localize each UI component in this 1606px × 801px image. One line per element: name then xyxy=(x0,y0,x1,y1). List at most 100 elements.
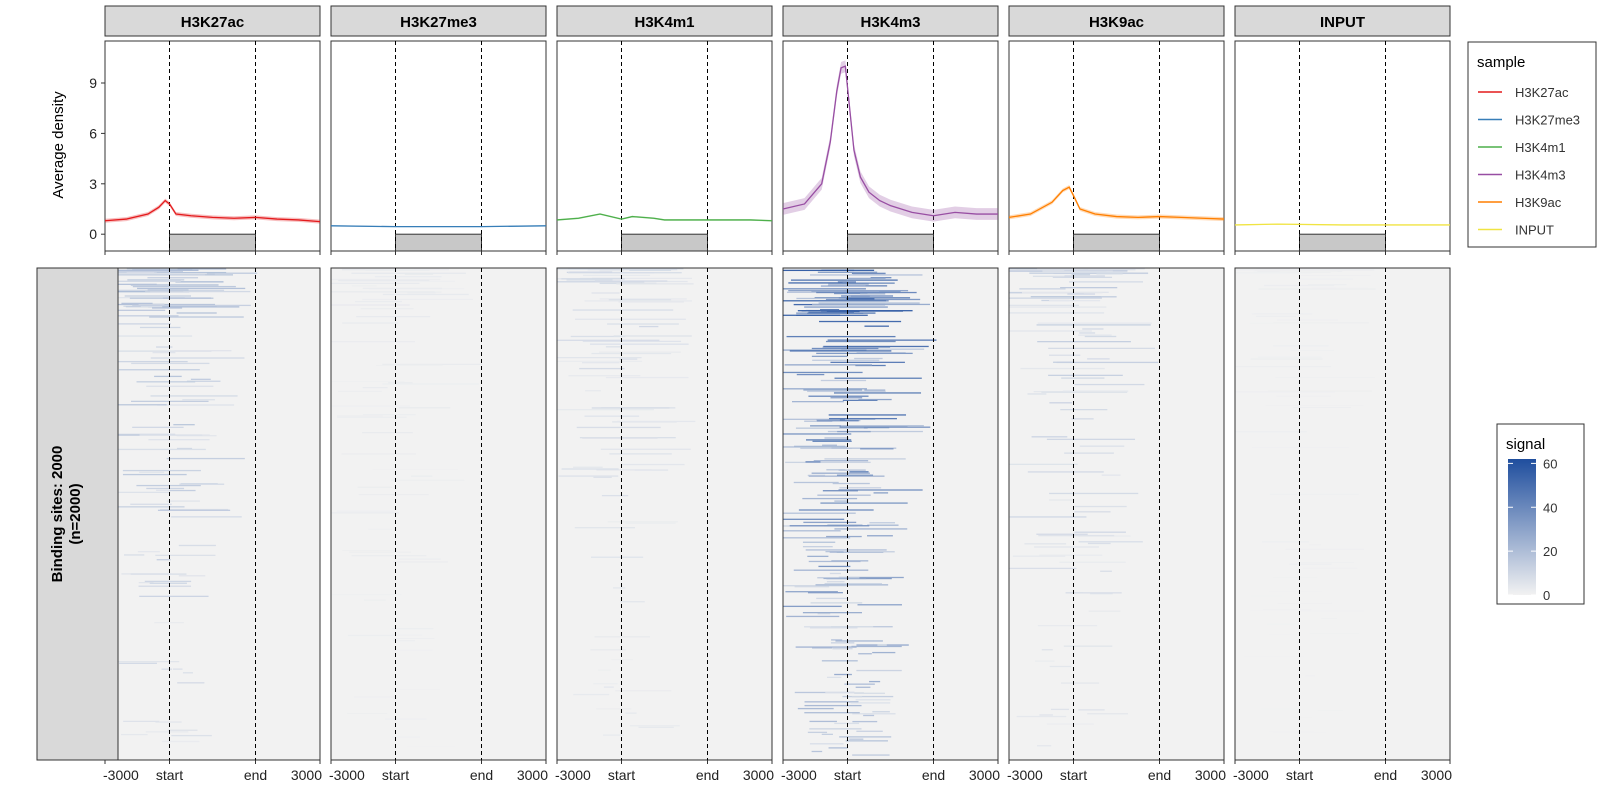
heatmap-streak xyxy=(404,273,434,275)
heatmap-streak xyxy=(1266,623,1299,625)
heatmap-streak xyxy=(638,726,674,729)
heatmap-streak xyxy=(834,722,860,725)
heatmap-streak xyxy=(1031,436,1068,438)
heatmap-streak xyxy=(558,475,619,477)
heatmap-streak xyxy=(375,364,443,367)
heatmap-streak xyxy=(832,482,870,485)
facet-strip: H3K4m3 xyxy=(782,5,999,37)
heatmap-streak xyxy=(834,500,849,502)
heatmap-streak xyxy=(807,555,829,558)
heatmap-streak xyxy=(1258,288,1376,290)
heatmap-streak xyxy=(362,431,413,434)
heatmap-streak xyxy=(852,754,890,756)
heatmap-streak xyxy=(1307,283,1347,286)
heatmap-streak xyxy=(1021,292,1103,294)
heatmap-streak xyxy=(817,271,878,273)
heatmap-streak xyxy=(340,268,410,270)
heatmap-streak xyxy=(1260,708,1299,710)
heatmap-streak xyxy=(157,509,231,511)
heatmap-streak xyxy=(1027,393,1047,395)
heatmap-streak xyxy=(150,290,251,293)
heatmap-streak xyxy=(1059,561,1126,563)
heatmap-streak xyxy=(1036,745,1052,747)
heatmap-streak xyxy=(331,282,420,285)
heatmap-streak xyxy=(393,649,433,651)
heatmap-streak xyxy=(1268,633,1294,635)
heatmap-streak xyxy=(382,363,483,366)
heatmap-streak xyxy=(805,549,887,551)
heatmap-streak xyxy=(113,491,171,494)
heatmap-streak xyxy=(842,695,894,698)
heatmap-streak xyxy=(384,718,427,720)
heatmap-streak xyxy=(783,605,842,608)
heatmap-streak xyxy=(391,634,423,636)
heatmap-streak xyxy=(105,280,181,282)
heatmap-streak xyxy=(341,268,395,271)
heatmap-panel xyxy=(556,267,773,761)
heatmap-streak xyxy=(877,644,887,646)
heatmap-streak xyxy=(146,385,214,387)
heatmap-streak xyxy=(590,343,689,345)
heatmap-x-tick-label: 3000 xyxy=(1195,767,1226,783)
heatmap-streak xyxy=(838,576,904,579)
heatmap-streak xyxy=(834,528,908,530)
facet-strip: H3K4m1 xyxy=(556,5,773,37)
facet-strip: H3K27me3 xyxy=(330,5,547,37)
heatmap-streak xyxy=(1249,322,1330,324)
heatmap-streak xyxy=(1009,463,1078,465)
heatmap-streak xyxy=(593,683,618,685)
heatmap-streak xyxy=(1090,593,1113,595)
heatmap-streak xyxy=(1279,270,1338,272)
heatmap-streak xyxy=(561,278,625,280)
heatmap-x-tick-label: 3000 xyxy=(743,767,774,783)
profile-line xyxy=(782,65,998,217)
heatmap-streak xyxy=(818,302,920,304)
heatmap-streak xyxy=(1272,345,1329,347)
heatmap-streak xyxy=(582,274,651,277)
heatmap-streak xyxy=(179,483,225,485)
heatmap-streak xyxy=(572,309,674,311)
heatmap-streak xyxy=(1036,324,1151,326)
heatmap-streak xyxy=(1287,271,1331,274)
heatmap-streak xyxy=(397,558,441,560)
heatmap-streak xyxy=(834,377,922,379)
heatmap-streak xyxy=(837,430,871,433)
heatmap-streak xyxy=(823,345,929,348)
heatmap-streak xyxy=(809,720,837,723)
heatmap-streak xyxy=(816,419,840,421)
heatmap-streak xyxy=(337,416,407,418)
heatmap-streak xyxy=(132,285,236,288)
heatmap-streak xyxy=(136,484,201,487)
heatmap-streak xyxy=(808,311,854,314)
heatmap-streak xyxy=(392,627,434,630)
heatmap-streak xyxy=(783,512,856,514)
heatmap-streak xyxy=(594,636,651,638)
heatmap-streak xyxy=(148,306,240,308)
heatmap-streak xyxy=(784,364,872,366)
heatmap-x-tick-label: end xyxy=(1374,767,1397,783)
facet-strip-label: INPUT xyxy=(1320,14,1365,31)
heatmap-streak xyxy=(790,279,898,281)
heatmap-row-count: (n=2000) xyxy=(67,483,84,544)
heatmap-streak xyxy=(566,279,613,281)
heatmap-streak xyxy=(105,335,193,337)
heatmap-streak xyxy=(808,395,869,397)
heatmap-streak xyxy=(1041,391,1128,393)
heatmap-streak xyxy=(867,524,899,526)
heatmap-x-tick-label: -3000 xyxy=(1233,767,1269,783)
heatmap-streak xyxy=(847,277,886,280)
heatmap-streak xyxy=(1074,383,1145,386)
heatmap-x-tick-label: start xyxy=(834,767,861,783)
region-box xyxy=(1299,233,1386,252)
heatmap-streak xyxy=(382,383,479,385)
heatmap-streak xyxy=(568,268,684,270)
heatmap-streak xyxy=(1308,544,1322,546)
heatmap-streak xyxy=(172,668,183,670)
heatmap-streak xyxy=(130,503,172,505)
heatmap-streak xyxy=(1041,649,1053,651)
legend-item: H3K4m1 xyxy=(1478,140,1566,155)
heatmap-streak xyxy=(105,433,176,435)
heatmap-streak xyxy=(783,530,841,532)
heatmap-streak xyxy=(1020,367,1105,370)
